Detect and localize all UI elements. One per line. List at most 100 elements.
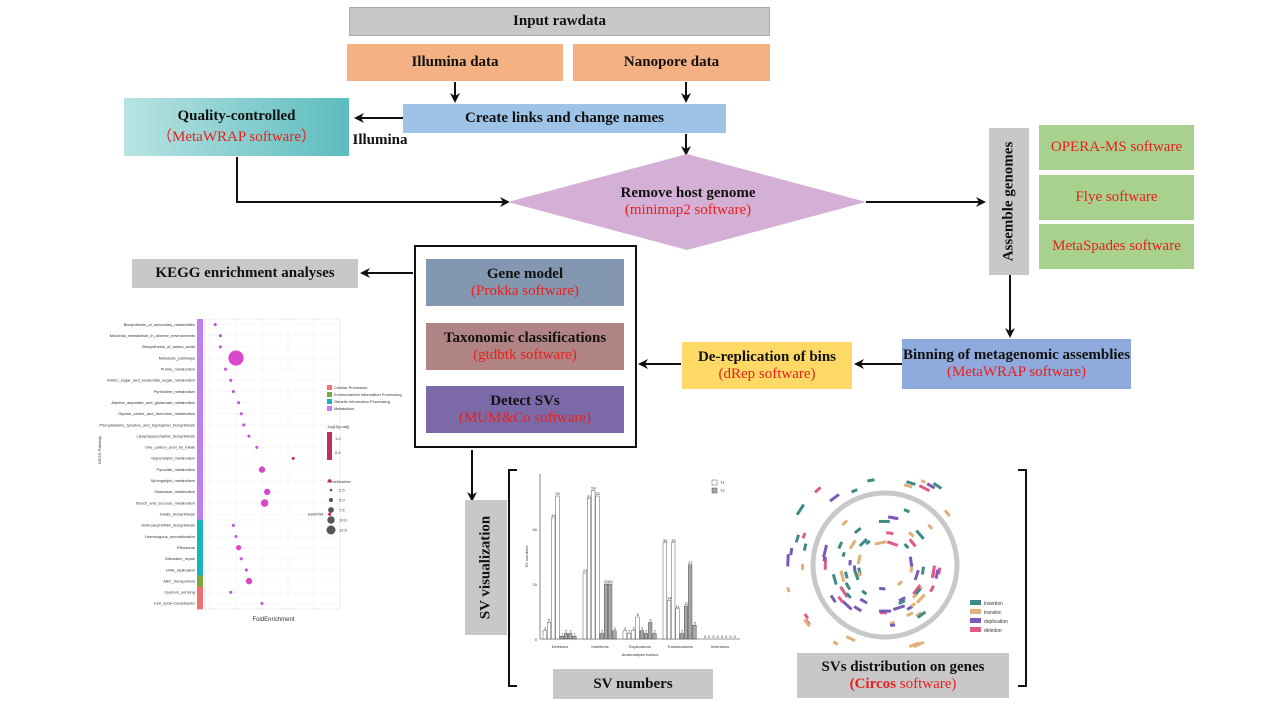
- sv-bar-value: 52: [595, 491, 600, 496]
- kegg-pathway-label: Purine_metabolism: [161, 366, 196, 371]
- sv-visualization-box: SV visualization: [465, 500, 507, 635]
- kegg-legend-label: Metabolism: [334, 406, 355, 411]
- sv-bar-value: 3: [614, 626, 617, 631]
- sv-bar-value: 35: [671, 538, 676, 543]
- circos-segment: [920, 479, 926, 484]
- sv-legend-label: T2: [720, 488, 725, 493]
- circos-segment: [927, 523, 934, 531]
- nanopore-data-label: Nanopore data: [623, 54, 720, 70]
- kegg-legend-swatch: [327, 392, 332, 397]
- sv-bar: [586, 498, 591, 640]
- kegg-category-strip: [197, 408, 203, 420]
- kegg-size-bubble: [329, 488, 333, 492]
- sv-bar-value: 1: [561, 631, 564, 636]
- metaspades-box: MetaSpades software: [1039, 224, 1194, 269]
- sv-numbers-box: SV numbers: [553, 669, 713, 699]
- circos-segment: [920, 566, 926, 575]
- binning-box: Binning of metagenomic assemblies (MetaW…: [902, 339, 1131, 389]
- kegg-bubble: [255, 445, 259, 449]
- detect-svs-box: Detect SVs (MUM&Co software): [426, 386, 624, 433]
- circos-segment: [837, 595, 845, 604]
- sv-category-label: Deletions: [552, 644, 569, 649]
- sv-bar-value: 0: [708, 634, 711, 639]
- kegg-xlabel: FoldEnrichment: [253, 617, 295, 623]
- kegg-bubble: [260, 499, 269, 507]
- sv-bar-value: 1: [574, 631, 577, 636]
- circos-segment: [898, 599, 906, 605]
- kegg-bubble: [247, 434, 251, 438]
- kegg-bubble: [258, 466, 266, 473]
- kegg-category-strip: [197, 374, 203, 387]
- sv-category-label: Duplications: [629, 644, 651, 649]
- circos-legend-swatch: [970, 609, 981, 614]
- kegg-bubble: [244, 568, 248, 572]
- circos-segment: [802, 543, 808, 551]
- kegg-bubble: [328, 512, 332, 516]
- circos-segment: [839, 585, 849, 598]
- quality-controlled-box: Quality-controlled （MetaWRAP software）: [124, 98, 349, 156]
- circos-segment: [786, 586, 791, 593]
- circos-segment: [874, 540, 887, 546]
- circos-segment: [858, 538, 868, 548]
- sv-bar-value: 8: [637, 612, 640, 617]
- kegg-pathway-label: Pyruvate_metabolism: [157, 467, 196, 472]
- sv-bar: [675, 608, 680, 640]
- kegg-category-strip: [197, 419, 203, 431]
- dereplication-title: De-replication of bins: [697, 348, 837, 365]
- sv-bar-value: 0: [712, 634, 715, 639]
- kegg-pathway-label: Phenylalanine_tyrosine_and_tryptophan_bi…: [99, 422, 195, 427]
- sv-bar-value: 12: [684, 601, 689, 606]
- circos-legend-swatch: [970, 600, 981, 605]
- circos-segment: [932, 481, 943, 490]
- sv-bar: [671, 542, 676, 640]
- kegg-category-strip: [197, 597, 203, 610]
- detect-svs-title: Detect SVs: [490, 392, 560, 409]
- sv-bar: [568, 633, 573, 640]
- kegg-pathway-label: Metabolic_pathways: [159, 355, 195, 360]
- gene-model-software: (Prokka software): [471, 282, 579, 299]
- kegg-bubble: [245, 577, 253, 585]
- kegg-category-strip: [197, 497, 203, 509]
- sv-bar: [652, 633, 657, 640]
- kegg-bubble: [328, 479, 332, 483]
- remove-host-text: Remove host genome (minimap2 software): [568, 180, 808, 224]
- circos-segment: [916, 610, 927, 619]
- kegg-panel: [204, 318, 341, 610]
- circos-segment: [918, 484, 931, 493]
- kegg-category-strip: [197, 575, 203, 587]
- circos-segment: [879, 586, 886, 591]
- nanopore-data-box: Nanopore data: [573, 44, 770, 81]
- circos-segment: [853, 569, 860, 581]
- illumina-arrow-label: Illumina: [352, 131, 408, 148]
- kegg-bubble: [229, 590, 233, 594]
- kegg-pathway-label: Lipopolysaccharide_biosynthesis: [137, 433, 195, 438]
- kegg-category-strip: [197, 508, 203, 521]
- kegg-size-tick: 5.0: [339, 498, 345, 503]
- kegg-pathway-label: Sphingolipid_metabolism: [151, 478, 196, 483]
- circos-segment: [908, 556, 914, 567]
- quality-controlled-software: （MetaWRAP software）: [157, 129, 316, 145]
- circos-segment: [831, 573, 838, 585]
- circos-segment: [903, 483, 913, 489]
- sv-bar: [622, 630, 627, 640]
- sv-bar: [542, 630, 547, 640]
- kegg-bubble: [239, 557, 243, 561]
- sv-bar: [559, 636, 564, 640]
- sv-category-label: Inversions: [711, 644, 729, 649]
- taxonomic-box: Taxonomic classifications (gtdbtk softwa…: [426, 323, 624, 370]
- sv-bar: [572, 636, 577, 640]
- circos-ring: [810, 490, 960, 640]
- sv-legend-swatch: [711, 487, 718, 494]
- circos-segment: [841, 551, 846, 558]
- sv-bar-value: 0: [729, 634, 732, 639]
- circos-segment: [841, 599, 853, 611]
- circos-segment: [903, 508, 911, 514]
- kegg-color-title: -log10(p.adj): [327, 424, 350, 429]
- sv-bar: [603, 583, 608, 640]
- sv-bar-value: 35: [663, 538, 668, 543]
- circos-segment: [934, 569, 940, 579]
- kegg-pathway-label: Biosynthesis_of_secondary_metabolites: [124, 322, 195, 327]
- kegg-pathway-label: Galactose_metabolism: [154, 489, 195, 494]
- kegg-size-title: GeneNumber: [327, 479, 352, 484]
- sv-bar: [551, 517, 556, 640]
